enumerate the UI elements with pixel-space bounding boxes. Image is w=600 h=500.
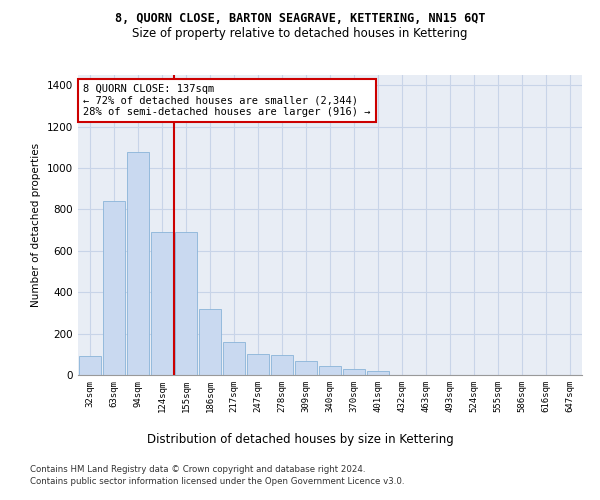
Text: 8, QUORN CLOSE, BARTON SEAGRAVE, KETTERING, NN15 6QT: 8, QUORN CLOSE, BARTON SEAGRAVE, KETTERI… (115, 12, 485, 26)
Bar (199, 309, 221, 375)
Bar (343, 369, 365, 375)
Bar (79, 356, 101, 375)
Bar (151, 232, 173, 375)
Text: Distribution of detached houses by size in Kettering: Distribution of detached houses by size … (146, 432, 454, 446)
Y-axis label: Number of detached properties: Number of detached properties (31, 143, 41, 307)
Bar (175, 232, 197, 375)
Bar (295, 360, 317, 375)
Bar (247, 354, 269, 375)
Bar (319, 366, 341, 375)
Text: Contains public sector information licensed under the Open Government Licence v3: Contains public sector information licen… (30, 478, 404, 486)
Text: Contains HM Land Registry data © Crown copyright and database right 2024.: Contains HM Land Registry data © Crown c… (30, 465, 365, 474)
Text: Size of property relative to detached houses in Kettering: Size of property relative to detached ho… (132, 28, 468, 40)
Bar (223, 342, 245, 375)
Bar (367, 371, 389, 375)
Bar (103, 201, 125, 375)
Text: 8 QUORN CLOSE: 137sqm
← 72% of detached houses are smaller (2,344)
28% of semi-d: 8 QUORN CLOSE: 137sqm ← 72% of detached … (83, 84, 371, 117)
Bar (271, 356, 293, 375)
Bar (127, 152, 149, 375)
